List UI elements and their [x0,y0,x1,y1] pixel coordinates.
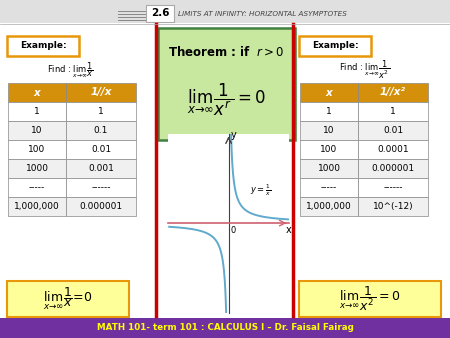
Text: 10: 10 [323,126,335,135]
FancyBboxPatch shape [66,83,136,102]
Text: x: x [326,88,333,97]
Text: MATH 101- term 101 : CALCULUS I – Dr. Faisal Fairag: MATH 101- term 101 : CALCULUS I – Dr. Fa… [97,323,353,333]
Text: 1,000,000: 1,000,000 [14,202,60,211]
Text: 1000: 1000 [318,164,341,173]
FancyBboxPatch shape [8,197,66,216]
FancyBboxPatch shape [299,36,371,56]
FancyBboxPatch shape [0,318,450,338]
Text: 1: 1 [390,107,396,116]
Text: 1: 1 [326,107,332,116]
Text: 1000: 1000 [26,164,49,173]
Text: $\lim_{x \to \infty} \dfrac{1}{x} = 0$: $\lim_{x \to \infty} \dfrac{1}{x} = 0$ [44,286,93,312]
FancyBboxPatch shape [300,197,358,216]
FancyBboxPatch shape [300,102,358,121]
FancyBboxPatch shape [300,121,358,140]
Text: 0.0001: 0.0001 [377,145,409,154]
Text: ------: ------ [383,183,403,192]
FancyBboxPatch shape [8,121,66,140]
Text: 0.000001: 0.000001 [371,164,414,173]
Text: LIMITS AT INFINITY: HORIZONTAL ASYMPTOTES: LIMITS AT INFINITY: HORIZONTAL ASYMPTOTE… [178,10,347,17]
Text: x: x [285,225,291,235]
Text: $\lim_{x \to \infty} \dfrac{1}{x^r} = 0$: $\lim_{x \to \infty} \dfrac{1}{x^r} = 0$ [187,81,266,118]
Text: Example:: Example: [20,42,66,50]
Text: Find : $\lim_{x \to \infty} \dfrac{1}{x}$: Find : $\lim_{x \to \infty} \dfrac{1}{x}… [47,60,93,80]
Text: $y = \frac{1}{x}$: $y = \frac{1}{x}$ [250,183,271,198]
Text: 1: 1 [98,107,104,116]
Text: 10^(-12): 10^(-12) [373,202,413,211]
FancyBboxPatch shape [7,36,79,56]
FancyBboxPatch shape [300,159,358,178]
FancyBboxPatch shape [0,0,450,23]
Text: ------: ------ [91,183,111,192]
Text: Theorem : if  $r > 0$: Theorem : if $r > 0$ [168,45,285,59]
FancyBboxPatch shape [8,102,66,121]
FancyBboxPatch shape [66,159,136,178]
FancyBboxPatch shape [300,140,358,159]
FancyBboxPatch shape [66,197,136,216]
FancyBboxPatch shape [158,28,295,140]
FancyBboxPatch shape [300,83,358,102]
Text: 0: 0 [230,226,235,235]
Text: 0.01: 0.01 [91,145,111,154]
FancyBboxPatch shape [66,140,136,159]
Text: 1//x: 1//x [90,88,112,97]
Text: 0.01: 0.01 [383,126,403,135]
FancyBboxPatch shape [8,83,66,102]
FancyBboxPatch shape [8,140,66,159]
Text: y: y [231,130,236,140]
Text: -----: ----- [321,183,337,192]
FancyBboxPatch shape [8,159,66,178]
Text: 1: 1 [34,107,40,116]
Text: 1,000,000: 1,000,000 [306,202,352,211]
FancyBboxPatch shape [66,121,136,140]
Text: 0.1: 0.1 [94,126,108,135]
Text: x: x [34,88,40,97]
Text: $\lim_{x \to \infty} \dfrac{1}{x^2} = 0$: $\lim_{x \to \infty} \dfrac{1}{x^2} = 0$ [339,285,401,313]
Text: 2.6: 2.6 [151,8,169,19]
FancyBboxPatch shape [8,178,66,197]
Text: 0.000001: 0.000001 [80,202,122,211]
FancyBboxPatch shape [358,197,428,216]
Text: 100: 100 [28,145,45,154]
FancyBboxPatch shape [66,102,136,121]
FancyBboxPatch shape [358,121,428,140]
Text: Example:: Example: [312,42,358,50]
FancyBboxPatch shape [358,178,428,197]
FancyBboxPatch shape [358,140,428,159]
Text: Find : $\lim_{x \to \infty} \dfrac{1}{x^2}$: Find : $\lim_{x \to \infty} \dfrac{1}{x^… [339,59,391,81]
FancyBboxPatch shape [358,102,428,121]
FancyBboxPatch shape [66,178,136,197]
Text: 0.001: 0.001 [88,164,114,173]
FancyBboxPatch shape [299,281,441,317]
FancyBboxPatch shape [7,281,129,317]
FancyBboxPatch shape [300,178,358,197]
Text: 1//x²: 1//x² [380,88,406,97]
FancyBboxPatch shape [358,83,428,102]
Text: -----: ----- [29,183,45,192]
Text: 100: 100 [320,145,338,154]
FancyBboxPatch shape [146,5,174,22]
Text: 10: 10 [31,126,43,135]
FancyBboxPatch shape [358,159,428,178]
